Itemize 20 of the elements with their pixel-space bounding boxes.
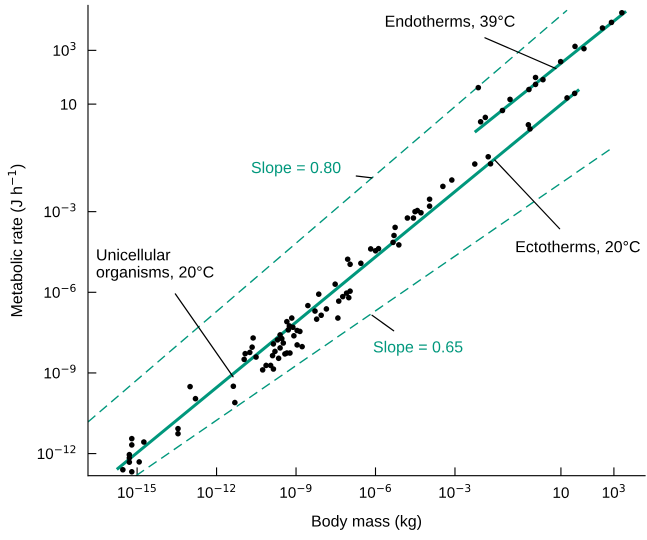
annotation: Slope = 0.65: [374, 340, 462, 356]
x-tick-label: 10$^{−12}$: [198, 484, 236, 498]
annotation: Unicellular organisms, 20°C: [96, 248, 214, 281]
y-tick-label: 10$^{−3}$: [44, 203, 76, 218]
x-tick-label: 10$^{3}$: [602, 484, 625, 498]
y-tick-label: 10: [61, 98, 76, 110]
x-tick-label: 10: [554, 487, 569, 498]
y-tick-label: 10$^{−9}$: [44, 364, 76, 379]
y-tick-label: 10$^{−12}$: [38, 445, 76, 460]
x-tick-label: 10$^{−3}$: [439, 484, 470, 498]
x-tick-label: 10$^{−15}$: [118, 484, 156, 498]
y-tick-label: 10$^{−6}$: [44, 284, 76, 298]
annotation: Endotherms, 39°C: [386, 15, 515, 29]
annotation: Slope = 0.80: [252, 161, 340, 176]
x-tick-label: 10$^{−9}$: [280, 484, 312, 498]
y-tick-label: 10$^{3}$: [54, 42, 76, 56]
x-tick-label: 10$^{−6}$: [360, 484, 392, 498]
y-axis-title: Metabolic rate (J h$^{−1}$): [8, 164, 26, 316]
x-axis-title: Body mass (kg): [312, 514, 422, 530]
annotation: Ectotherms, 20°C: [516, 240, 640, 254]
